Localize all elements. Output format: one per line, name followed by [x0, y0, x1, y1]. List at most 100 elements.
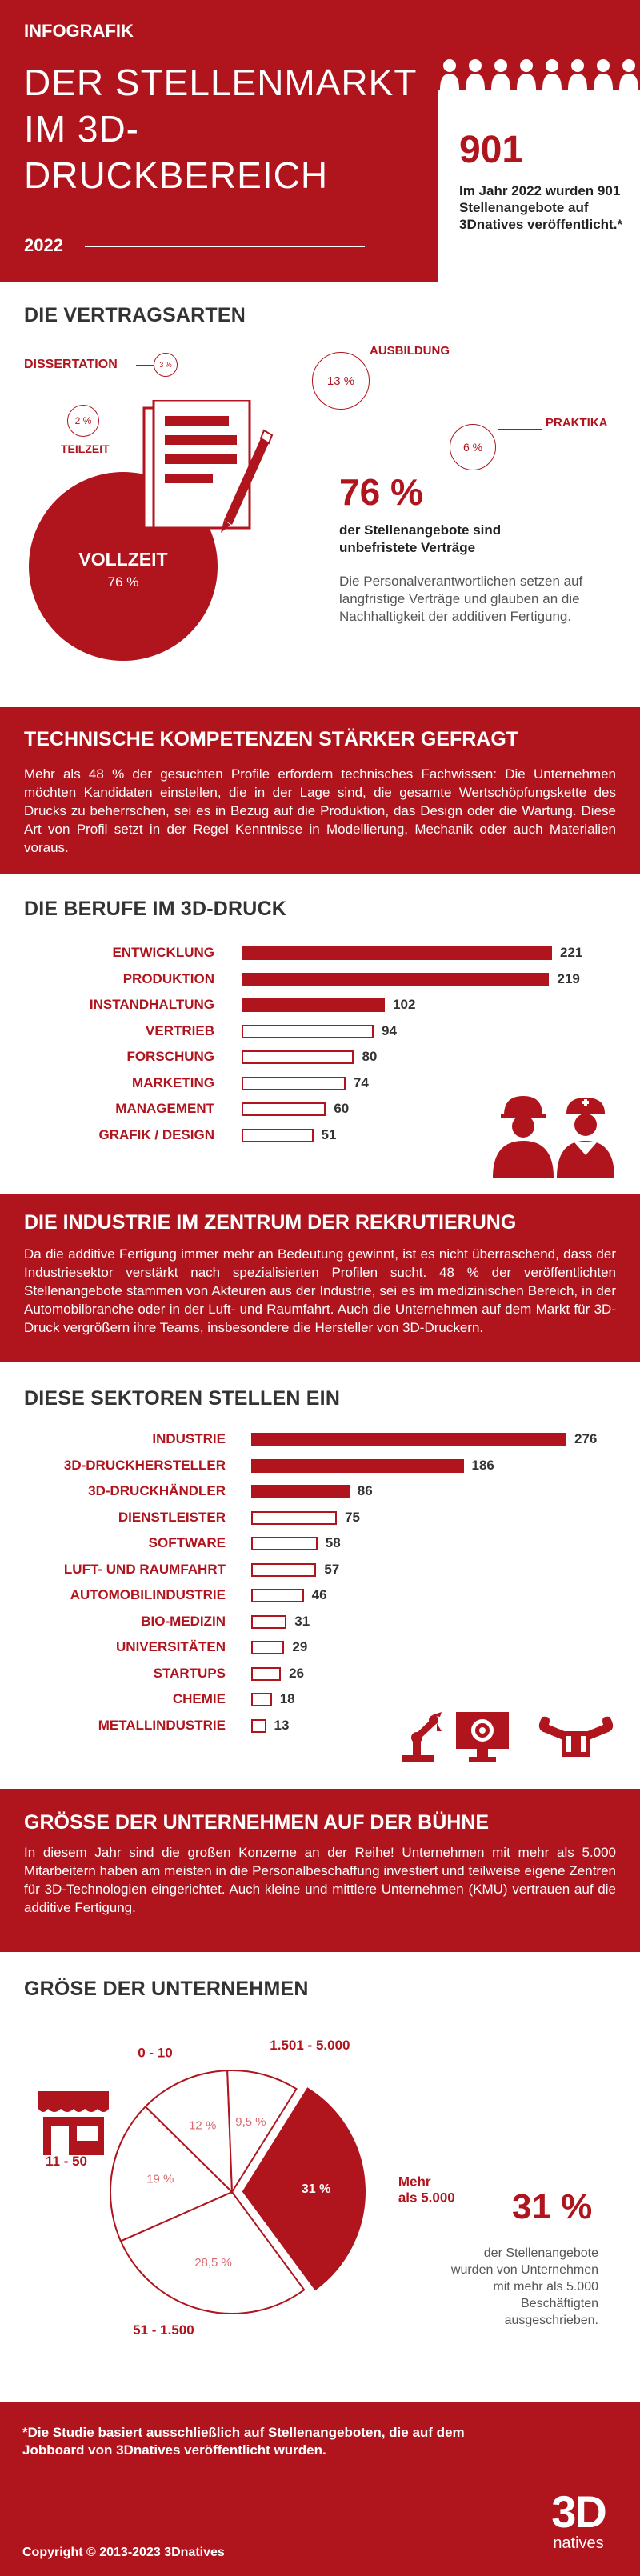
bar-label: FORSCHUNG	[126, 1049, 214, 1064]
contracts-title: DIE VERTRAGSARTEN	[24, 304, 246, 326]
bar-value: 86	[357, 1483, 373, 1498]
bar	[251, 1562, 317, 1577]
person-icon	[542, 59, 562, 90]
pie-category-label: 11 - 50	[46, 2154, 87, 2169]
bar-value: 46	[311, 1587, 327, 1602]
workers-icon	[493, 1096, 614, 1178]
professions-title: DIE BERUFE IM 3D-DRUCK	[24, 898, 287, 920]
person-icon	[568, 59, 587, 90]
header-year: 2022	[24, 235, 63, 255]
bar-value: 80	[362, 1049, 378, 1064]
bar-value: 276	[574, 1431, 598, 1446]
bar	[251, 1537, 318, 1550]
size-title: GRÖSSE DER UNTERNEHMEN AUF DER BÜHNE	[24, 1811, 490, 1834]
dissertation-bubble: 3 %	[154, 353, 178, 377]
pie-value-label: 31 %	[302, 2182, 330, 2196]
footer-copyright: Copyright © 2013-2023 3Dnatives	[22, 2546, 225, 2559]
pie-value-label: 19 %	[146, 2173, 174, 2186]
bar-label: METALLINDUSTRIE	[98, 1717, 226, 1733]
tools-icon	[538, 1716, 614, 1757]
pie-category-label: Mehr	[398, 2174, 431, 2189]
industry-text: Da die additive Fertigung immer mehr an …	[24, 1246, 616, 1335]
robot-arm-icon	[402, 1712, 442, 1762]
contracts-note: Die Personalverantwortlichen setzen auf …	[339, 574, 583, 624]
bar-value: 219	[557, 970, 580, 986]
header-title-line: DRUCKBEREICH	[24, 154, 329, 196]
praktika-connector	[498, 429, 542, 430]
dissertation-label: DISSERTATION	[24, 358, 118, 371]
ausbildung-bubble: 13 %	[312, 352, 370, 410]
bar-label: MARKETING	[132, 1074, 214, 1090]
header-title: DER STELLENMARKT IM 3D- DRUCKBEREICH	[24, 59, 417, 198]
teilzeit-bubble: 2 %	[67, 405, 99, 437]
shop-icon	[38, 2091, 109, 2155]
praktika-bubble: 6 %	[450, 424, 496, 470]
footer-logo-mark: 3D	[551, 2486, 607, 2537]
bar-label: LUFT- UND RAUMFAHRT	[63, 1561, 226, 1577]
dissertation-connector	[136, 365, 154, 366]
pie-category-label: als 5.000	[398, 2190, 455, 2205]
bar-value: 221	[560, 945, 583, 960]
footer-logo: 3D natives	[534, 2486, 622, 2553]
pie-slice	[242, 2087, 366, 2291]
bar-label: AUTOMOBILINDUSTRIE	[70, 1587, 226, 1602]
bar-label: CHEMIE	[172, 1691, 226, 1706]
bar-value: 102	[393, 997, 416, 1012]
bar-value: 74	[353, 1074, 369, 1090]
bar-label: DIENSTLEISTER	[118, 1509, 226, 1525]
pie-value-label: 9,5 %	[235, 2115, 266, 2129]
vollzeit-value: 76 %	[107, 574, 139, 590]
person-icon	[619, 59, 638, 90]
bar-value: 13	[274, 1717, 290, 1733]
bar-label: GRAFIK / DESIGN	[98, 1126, 214, 1142]
pie-slice	[226, 2070, 298, 2195]
bar-label: PRODUKTION	[122, 970, 214, 986]
header-big-number: 901	[459, 129, 524, 171]
pie-category-label: 1.501 - 5.000	[270, 2038, 350, 2053]
footer-note: *Die Studie basiert ausschließlich auf S…	[22, 2425, 465, 2458]
contracts-highlight-text: der Stellenangebote sind unbefristete Ve…	[339, 522, 502, 555]
competences-text: Mehr als 48 % der gesuchten Profile erfo…	[24, 766, 616, 855]
bar	[242, 1050, 354, 1064]
person-icon	[440, 59, 459, 90]
footer-logo-text: natives	[553, 2534, 604, 2552]
bar	[251, 1718, 266, 1733]
bar-label: SOFTWARE	[148, 1535, 226, 1550]
praktika-label: PRAKTIKA	[546, 416, 608, 430]
bar	[251, 1641, 285, 1654]
contract-document-icon	[142, 400, 274, 533]
bar-value: 51	[321, 1126, 337, 1142]
bar-value: 31	[294, 1613, 310, 1629]
header-tag: INFOGRAFIK	[24, 21, 134, 41]
pie-slice	[119, 2190, 306, 2314]
header-stat-box	[438, 90, 640, 282]
bar-label: INDUSTRIE	[152, 1431, 226, 1446]
bar-label: STARTUPS	[153, 1665, 226, 1681]
people-icon-row	[440, 59, 638, 90]
bar	[242, 946, 552, 960]
bar	[251, 1666, 282, 1681]
bar-value: 60	[334, 1101, 350, 1116]
bar-label: 3D-DRUCKHÄNDLER	[88, 1483, 226, 1498]
bar	[251, 1589, 304, 1602]
bar	[251, 1485, 350, 1498]
bar-label: BIO-MEDIZIN	[141, 1613, 226, 1629]
header-divider	[85, 246, 365, 247]
contracts-highlight-value: 76 %	[339, 471, 423, 513]
bar	[251, 1614, 287, 1629]
competences-band	[0, 707, 640, 874]
bar-value: 29	[292, 1639, 308, 1654]
competences-title: TECHNISCHE KOMPETENZEN STÄRKER GEFRAGT	[24, 728, 519, 750]
bar	[251, 1458, 464, 1473]
bar	[242, 1024, 374, 1038]
bar-label: VERTRIEB	[146, 1022, 214, 1038]
header-title-line: IM 3D-	[24, 108, 139, 150]
bar	[251, 1510, 338, 1525]
teilzeit-label: TEILZEIT	[61, 442, 110, 455]
person-icon	[594, 59, 613, 90]
vollzeit-label: VOLLZEIT	[78, 549, 168, 570]
pie-slice	[110, 2105, 234, 2242]
bar-label: UNIVERSITÄTEN	[116, 1639, 226, 1654]
bar-label: INSTANDHALTUNG	[89, 997, 214, 1012]
ausbildung-label: AUSBILDUNG	[370, 344, 450, 358]
